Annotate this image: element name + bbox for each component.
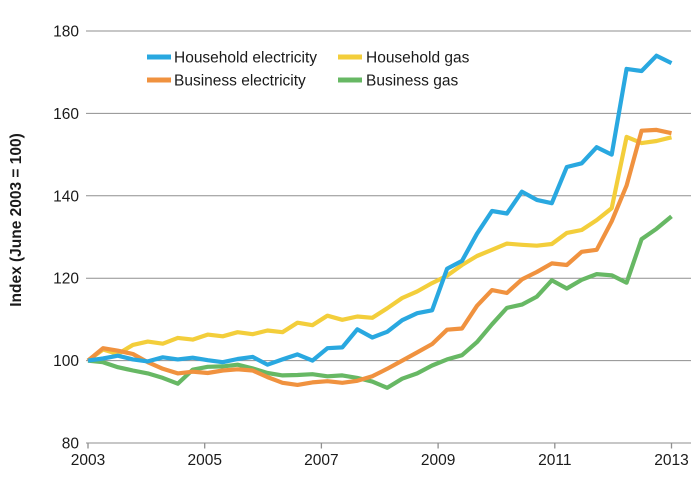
series-line-household-gas <box>86 134 673 363</box>
y-axis-tick-labels: 80 100 120 140 160 180 <box>53 24 79 453</box>
x-tick-2003: 2003 <box>71 452 105 469</box>
series-line-business-gas <box>87 214 673 390</box>
y-tick-80: 80 <box>62 436 80 453</box>
x-axis-ticks <box>87 443 673 449</box>
x-tick-2009: 2009 <box>421 452 455 469</box>
y-tick-140: 140 <box>53 188 79 205</box>
legend-label-household-gas: Household gas <box>366 50 470 67</box>
legend-item-household-gas: Household gas <box>338 50 470 67</box>
y-tick-160: 160 <box>53 106 79 123</box>
x-tick-2013: 2013 <box>654 452 688 469</box>
legend: Household electricity Business electrici… <box>147 50 470 90</box>
legend-label-business-electricity: Business electricity <box>174 73 306 90</box>
y-axis-title: Index (June 2003 = 100) <box>8 133 25 307</box>
x-tick-2005: 2005 <box>187 452 221 469</box>
x-axis-tick-labels: 2003 2005 2007 2009 2011 2013 <box>71 452 689 469</box>
series-line-household-electricity <box>87 53 673 367</box>
legend-label-household-electricity: Household electricity <box>174 50 317 67</box>
series-line-business-electricity <box>86 127 672 387</box>
y-tick-120: 120 <box>53 271 79 288</box>
legend-item-business-electricity: Business electricity <box>147 73 306 90</box>
y-tick-100: 100 <box>53 353 79 370</box>
legend-item-business-gas: Business gas <box>338 73 458 90</box>
x-tick-2011: 2011 <box>538 452 571 469</box>
legend-label-business-gas: Business gas <box>366 73 458 90</box>
y-tick-180: 180 <box>53 24 79 41</box>
gridlines <box>86 30 691 444</box>
series-lines <box>86 53 673 390</box>
x-tick-2007: 2007 <box>304 452 338 469</box>
legend-item-household-electricity: Household electricity <box>147 50 317 67</box>
